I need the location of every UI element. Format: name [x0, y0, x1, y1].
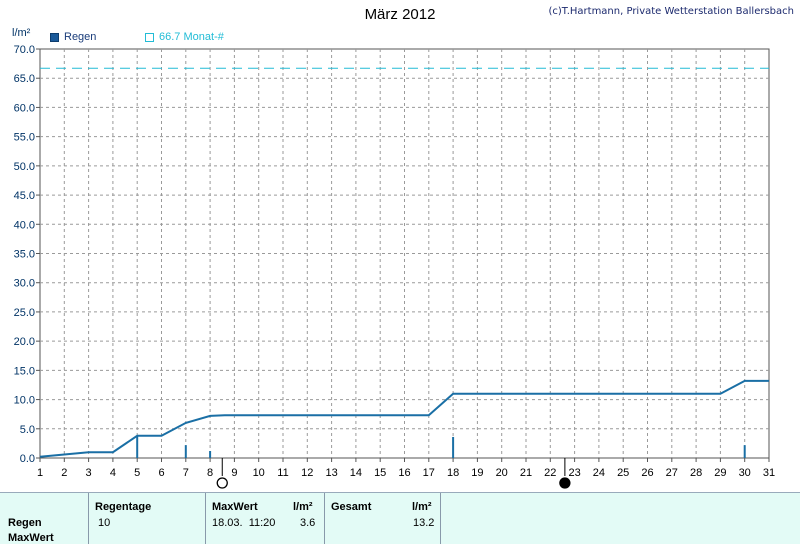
x-tick-label: 11: [277, 467, 288, 479]
y-tick-label: 5.0: [20, 424, 35, 436]
summary-table: Regen MaxWert Regentage 10 MaxWert l/m² …: [0, 492, 800, 544]
x-tick-label: 6: [158, 467, 164, 479]
x-tick-label: 4: [110, 467, 116, 479]
legend-label-monat: 66.7 Monat-#: [159, 31, 224, 43]
x-tick-label: 18: [447, 467, 459, 479]
header-gesamt-unit: l/m²: [412, 501, 432, 513]
x-tick-label: 31: [763, 467, 775, 479]
x-tick-label: 2: [61, 467, 67, 479]
rain-chart: 0.0 5.0 10.0 15.0 20.0 25.0 30.0 35.0 40.0 45.0 50…: [14, 44, 775, 489]
x-tick-label: 13: [325, 467, 337, 479]
x-tick-label: 5: [134, 467, 140, 479]
full-moon-icon: [216, 477, 228, 489]
y-tick-label: 15.0: [14, 365, 35, 377]
y-tick-label: 35.0: [14, 249, 35, 261]
row-label-maxwert: MaxWert: [8, 532, 54, 544]
y-tick-label: 70.0: [14, 44, 35, 56]
y-tick-label: 40.0: [14, 219, 35, 231]
y-tick-label: 0.0: [20, 453, 35, 465]
value-gesamt: 13.2: [413, 517, 435, 529]
y-tick-label: 30.0: [14, 278, 35, 290]
value-maxwert: 3.6: [300, 517, 316, 529]
x-tick-label: 15: [374, 467, 386, 479]
x-tick-label: 21: [520, 467, 532, 479]
x-tick-label: 12: [301, 467, 313, 479]
y-tick-label: 50.0: [14, 161, 35, 173]
header-gesamt: Gesamt: [331, 501, 372, 513]
chart-title: März 2012: [364, 6, 436, 23]
x-tick-label: 28: [690, 467, 702, 479]
y-tick-label: 20.0: [14, 336, 35, 348]
x-tick-label: 20: [496, 467, 508, 479]
x-tick-label: 3: [86, 467, 92, 479]
y-tick-label: 45.0: [14, 190, 35, 202]
header-regentage: Regentage: [95, 501, 152, 513]
x-tick-label: 19: [471, 467, 483, 479]
legend-label-regen: Regen: [64, 31, 97, 43]
series-line-regen: [39, 379, 769, 458]
x-tick-label: 16: [398, 467, 410, 479]
header-maxwert-unit: l/m²: [293, 501, 313, 513]
y-tick-label: 25.0: [14, 307, 35, 319]
new-moon-icon: [559, 477, 571, 489]
y-tick-label: 60.0: [14, 102, 35, 114]
x-tick-label: 7: [183, 467, 189, 479]
legend-swatch-regen: [50, 32, 59, 42]
table-divider: [88, 493, 89, 544]
x-tick-label: 22: [544, 467, 556, 479]
table-divider: [440, 493, 441, 544]
x-tick-label: 14: [350, 467, 362, 479]
x-tick-label: 1: [37, 467, 43, 479]
row-label-regen: Regen: [8, 517, 42, 529]
y-tick-label: 65.0: [14, 73, 35, 85]
y-tick-label: 10.0: [14, 395, 35, 407]
copyright-text: (c)T.Hartmann, Private Wetterstation Bal…: [548, 6, 794, 17]
table-divider: [205, 493, 206, 544]
x-tick-label: 30: [739, 467, 751, 479]
legend-item-monat: 66.7 Monat-#: [145, 31, 224, 43]
legend-swatch-monat: [145, 32, 154, 42]
x-tick-label: 25: [617, 467, 629, 479]
x-tick-label: 27: [666, 467, 678, 479]
x-tick-label: 17: [423, 467, 435, 479]
x-tick-label: 29: [714, 467, 726, 479]
legend-item-regen: Regen: [50, 31, 96, 43]
x-tick-label: 23: [568, 467, 580, 479]
header-maxwert: MaxWert: [212, 501, 258, 513]
x-tick-label: 26: [641, 467, 653, 479]
x-tick-label: 24: [593, 467, 605, 479]
y-tick-label: 55.0: [14, 132, 35, 144]
y-axis-unit: l/m²: [12, 27, 31, 39]
table-divider: [324, 493, 325, 544]
value-regentage: 10: [98, 517, 111, 529]
x-tick-label: 8: [207, 467, 213, 479]
x-tick-label: 10: [253, 467, 265, 479]
x-tick-label: 9: [231, 467, 237, 479]
value-maxwert-date: 18.03. 11:20: [212, 517, 276, 529]
